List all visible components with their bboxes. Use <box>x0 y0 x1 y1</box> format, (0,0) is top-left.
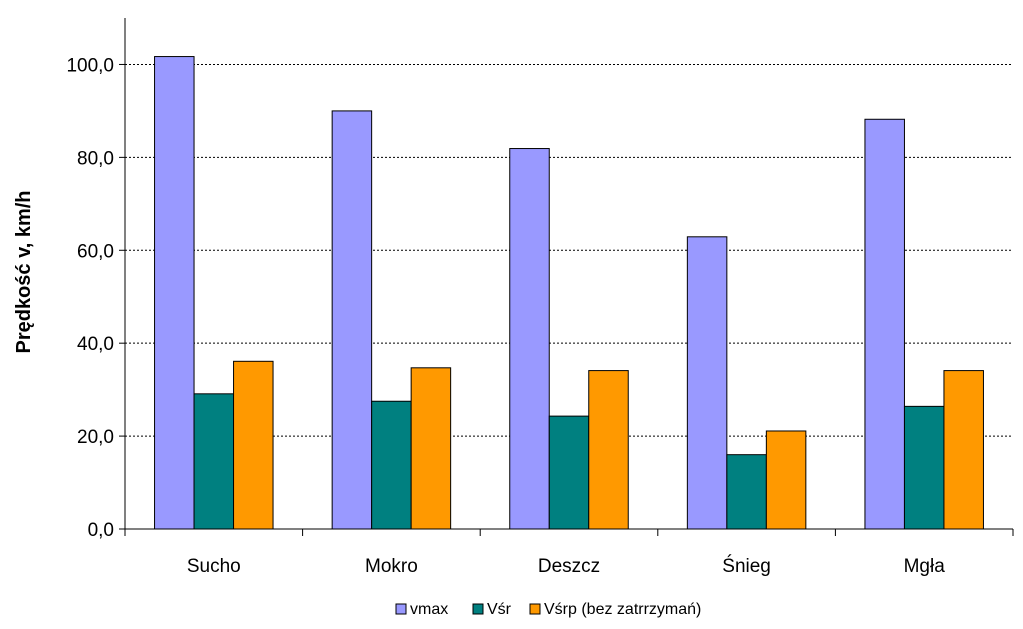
tick-labels: 0,0 20,0 40,0 60,0 80,0 100,0 Sucho Mokro Deszcz… <box>66 55 945 577</box>
legend-swatch <box>395 603 407 615</box>
bar-Vśr <box>903 405 945 530</box>
y-tick-label: 80,0 <box>77 148 114 169</box>
y-tick-label: 60,0 <box>77 241 114 262</box>
x-tick-label: Śnieg <box>722 555 771 577</box>
legend-label: Vśrp (bez zatrrzymań) <box>544 601 701 618</box>
bar-Vśrp <box>588 370 629 530</box>
y-tick-label: 0,0 <box>88 520 114 541</box>
bar-Vśr <box>371 400 412 530</box>
bar-Vśr <box>726 454 767 530</box>
bar-Vśr <box>193 393 235 530</box>
legend-label: vmax <box>410 601 448 618</box>
bars <box>154 56 984 530</box>
x-tick-label: Deszcz <box>538 556 600 577</box>
bar-vmax <box>864 118 905 530</box>
x-tick-label: Mgła <box>904 556 946 577</box>
bar-Vśrp <box>233 360 274 530</box>
legend: vmax Vśr Vśrp (bez zatrrzymań) <box>395 601 701 618</box>
y-tick-label: 100,0 <box>66 55 114 76</box>
bar-Vśrp <box>943 370 984 530</box>
y-tick-label: 20,0 <box>77 427 114 448</box>
bar-vmax <box>154 56 195 530</box>
x-tick-label: Sucho <box>187 556 241 577</box>
bar-Vśrp <box>410 367 452 530</box>
bar-Vśr <box>548 415 590 530</box>
axes <box>119 18 1014 536</box>
x-tick-label: Mokro <box>365 556 418 577</box>
bar-vmax <box>686 236 728 530</box>
y-axis-label: Prędkość v, km/h <box>13 190 35 353</box>
bar-vmax <box>509 148 550 530</box>
bar-Vśrp <box>765 430 807 530</box>
legend-swatch <box>472 603 484 615</box>
legend-label: Vśr <box>487 601 512 618</box>
bar-vmax <box>331 110 373 530</box>
y-tick-label: 40,0 <box>77 334 114 355</box>
legend-swatch <box>529 603 541 615</box>
